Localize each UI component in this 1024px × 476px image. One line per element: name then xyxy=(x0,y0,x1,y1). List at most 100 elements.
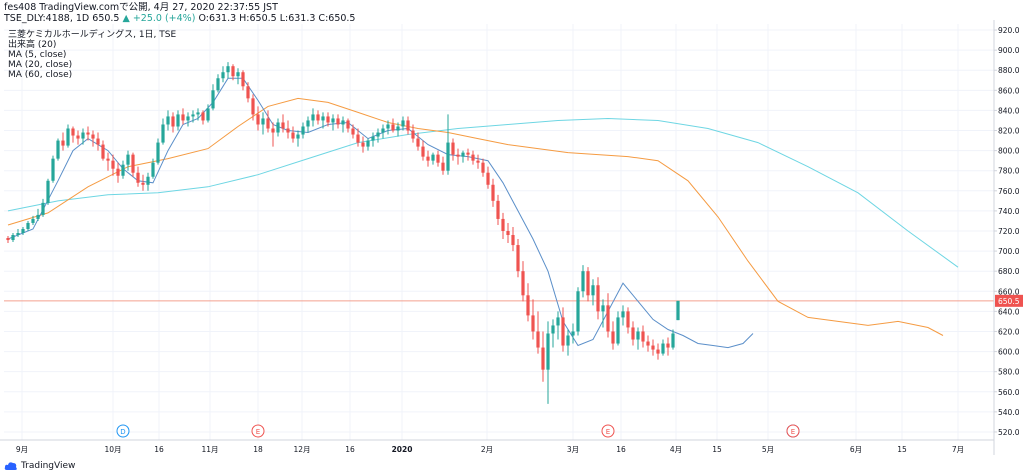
ma20-path xyxy=(7,97,944,336)
legend-ma60[interactable]: MA (60, close) xyxy=(8,70,73,80)
candle-body xyxy=(376,132,380,137)
candle-body xyxy=(201,112,205,121)
earnings-marker[interactable]: E xyxy=(251,424,265,438)
candle xyxy=(491,178,495,207)
candle-body xyxy=(481,162,485,173)
candle-body xyxy=(81,132,85,139)
candle xyxy=(111,154,115,176)
candle xyxy=(281,114,285,133)
price-tick-label: 660.0 xyxy=(998,287,1020,296)
candle-body xyxy=(101,144,105,159)
candle-body xyxy=(151,162,155,177)
price-tick-label: 800.0 xyxy=(998,147,1020,156)
candle-body xyxy=(71,128,75,136)
candle xyxy=(546,321,550,404)
event-marker-label: E xyxy=(256,428,260,436)
price-tick-label: 680.0 xyxy=(998,267,1020,276)
candle xyxy=(511,226,515,252)
last-price-label: 650.5 xyxy=(998,297,1020,306)
ma5-line xyxy=(7,77,754,349)
time-axis[interactable]: 9月 10月 16 11月 18 12月 16 2020 2月 3月 16 4月 15 5月 6月 15 7月 xyxy=(0,439,994,454)
price-tick-label: 580.0 xyxy=(998,368,1020,377)
candle xyxy=(61,132,65,151)
candle xyxy=(471,150,475,165)
candle-body xyxy=(636,331,640,340)
candle xyxy=(481,158,485,177)
legend-ma20[interactable]: MA (20, close) xyxy=(8,60,73,70)
price-tick-label: 620.0 xyxy=(998,327,1020,336)
candle xyxy=(501,212,505,240)
candle-body xyxy=(126,154,130,165)
candle xyxy=(476,154,480,169)
candle-body xyxy=(261,118,265,125)
candle xyxy=(321,112,325,129)
candle-body xyxy=(326,116,330,123)
earnings-marker[interactable]: E xyxy=(601,424,615,438)
candle xyxy=(346,118,350,133)
earnings-marker[interactable]: E xyxy=(786,424,800,438)
candle xyxy=(26,220,30,231)
candle-body xyxy=(116,168,120,176)
candle-body xyxy=(166,116,170,125)
candle xyxy=(66,124,70,148)
event-marker-circle xyxy=(601,424,615,438)
candle xyxy=(561,307,565,352)
candle xyxy=(326,112,330,127)
price-axis[interactable]: 920.0 900.0 880.0 860.0 840.0 820.0 800.0 780.0… xyxy=(993,20,1023,455)
candle xyxy=(656,343,660,360)
time-tick-label: 6月 xyxy=(850,445,862,454)
candle xyxy=(541,331,545,382)
event-marker-circle xyxy=(251,424,265,438)
candle-body xyxy=(221,72,225,79)
candle-body xyxy=(396,126,400,131)
candle xyxy=(181,108,185,125)
candle xyxy=(226,62,230,79)
candle xyxy=(376,128,380,143)
candle-body xyxy=(346,120,350,129)
event-markers[interactable]: DEEDE xyxy=(116,424,800,438)
candle-body xyxy=(411,130,415,139)
candle xyxy=(586,267,590,302)
candle xyxy=(486,166,490,189)
chart-grid xyxy=(4,24,994,440)
candle-body xyxy=(521,271,525,296)
candle-body xyxy=(661,343,665,354)
candle xyxy=(426,150,430,167)
candle xyxy=(621,305,625,326)
candle xyxy=(201,110,205,125)
candle xyxy=(431,152,435,165)
symbol-price: TSE_DLY:4188, 1D 650.5 xyxy=(4,13,120,24)
candle-body xyxy=(21,228,25,234)
legend-volume[interactable]: 出来高 (20) xyxy=(8,40,57,50)
candle-body xyxy=(506,230,510,236)
candle-body xyxy=(61,140,65,146)
candle-body xyxy=(361,142,365,147)
candle xyxy=(391,118,395,133)
candle xyxy=(311,108,315,127)
candle-body xyxy=(421,146,425,157)
chart-legend: 三菱ケミカルホールディングス, 1日, TSE 出来高 (20) MA (5, … xyxy=(8,30,176,80)
candle xyxy=(206,104,210,123)
candle-body xyxy=(391,124,395,131)
candle xyxy=(126,150,130,171)
time-tick-label: 18 xyxy=(253,445,263,454)
candle xyxy=(441,156,445,175)
candle xyxy=(171,112,175,133)
legend-symbol[interactable]: 三菱ケミカルホールディングス, 1日, TSE xyxy=(8,30,177,40)
candle-body xyxy=(566,335,570,346)
candle xyxy=(341,116,345,133)
legend-ma5[interactable]: MA (5, close) xyxy=(8,50,67,60)
ohlc-values: O:631.3 H:650.5 L:631.3 C:650.5 xyxy=(198,13,356,24)
candle xyxy=(271,122,275,147)
price-tick-label: 700.0 xyxy=(998,247,1020,256)
time-tick-label: 15 xyxy=(897,445,907,454)
candle xyxy=(141,174,145,191)
candle-body xyxy=(671,333,675,348)
footer-branding[interactable]: TradingView xyxy=(4,461,75,471)
candle-body xyxy=(136,172,140,183)
candle xyxy=(671,329,675,350)
candle-body xyxy=(446,142,450,171)
candle xyxy=(661,339,665,356)
dividend-marker[interactable]: D xyxy=(116,424,130,438)
